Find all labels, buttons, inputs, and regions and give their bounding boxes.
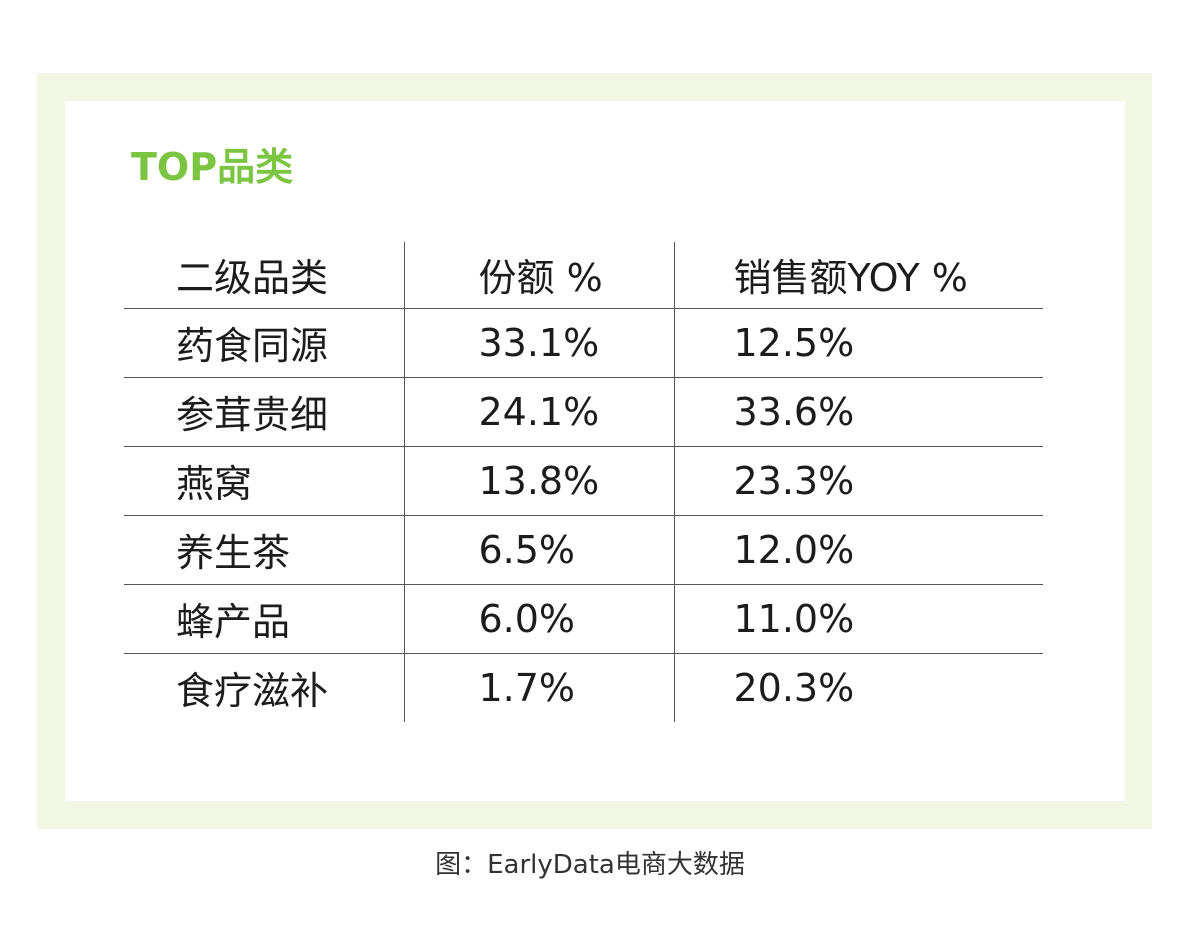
- cell-category: 燕窝: [124, 446, 405, 516]
- page-title: TOP品类: [131, 145, 294, 189]
- cell-category: 食疗滋补: [124, 653, 405, 722]
- table-row: 药食同源 33.1% 12.5%: [124, 308, 1043, 378]
- header-share: 份额 %: [404, 242, 675, 309]
- cell-sales-yoy: 11.0%: [674, 584, 1043, 654]
- cell-category: 药食同源: [124, 308, 405, 378]
- cell-category: 参茸贵细: [124, 377, 405, 447]
- cell-sales-yoy: 23.3%: [674, 446, 1043, 516]
- table-row: 参茸贵细 24.1% 33.6%: [124, 377, 1043, 447]
- table-row: 燕窝 13.8% 23.3%: [124, 446, 1043, 516]
- cell-share: 13.8%: [404, 446, 675, 516]
- cell-category: 蜂产品: [124, 584, 405, 654]
- table-row: 食疗滋补 1.7% 20.3%: [124, 653, 1043, 722]
- cell-share: 33.1%: [404, 308, 675, 378]
- cell-sales-yoy: 12.0%: [674, 515, 1043, 585]
- cell-share: 6.0%: [404, 584, 675, 654]
- cell-sales-yoy: 20.3%: [733, 665, 855, 710]
- cell-share: 24.1%: [404, 377, 675, 447]
- figure-caption: 图：EarlyData电商大数据: [435, 850, 745, 880]
- header-category: 二级品类: [124, 242, 405, 309]
- category-table: 二级品类 份额 % 销售额YOY % 药食同源 33.1% 12.5% 参茸贵细…: [124, 242, 1043, 722]
- cell-sales-yoy: 33.6%: [674, 377, 1043, 447]
- table-row: 蜂产品 6.0% 11.0%: [124, 584, 1043, 654]
- table-header-row: 二级品类 份额 % 销售额YOY %: [124, 242, 1043, 309]
- cell-category: 养生茶: [124, 515, 405, 585]
- cell-sales-yoy: 12.5%: [674, 308, 1043, 378]
- cell-share: 6.5%: [404, 515, 675, 585]
- table-row: 养生茶 6.5% 12.0%: [124, 515, 1043, 585]
- cell-share: 1.7%: [404, 653, 675, 722]
- header-sales-yoy: 销售额YOY %: [674, 242, 1043, 309]
